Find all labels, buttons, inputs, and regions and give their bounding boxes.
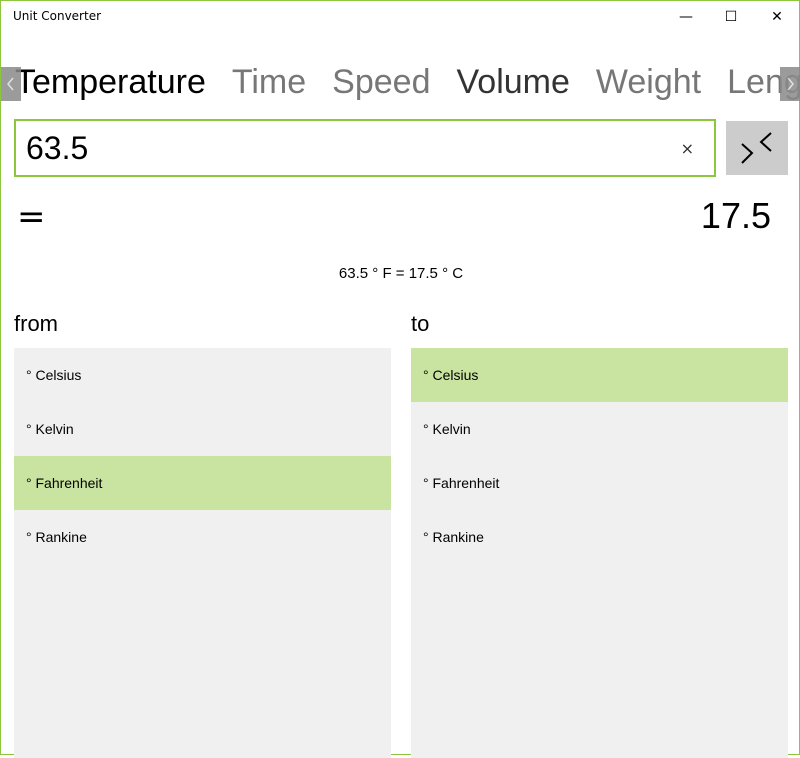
value-input-text[interactable]: 63.5	[26, 129, 89, 166]
result-value: 17.5	[700, 195, 771, 236]
scroll-left-button[interactable]	[1, 67, 21, 101]
swap-icon	[741, 132, 772, 164]
maximize-button[interactable]: ☐	[724, 9, 738, 25]
minimize-button[interactable]: —	[679, 9, 693, 25]
category-tabs: Temperature Time Speed Volume Weight Len…	[15, 63, 800, 102]
swap-units-button[interactable]	[726, 121, 788, 175]
from-item-kelvin[interactable]: ° Kelvin	[26, 421, 74, 437]
tab-volume[interactable]: Volume	[456, 63, 570, 101]
from-label: from	[14, 311, 58, 336]
tab-speed[interactable]: Speed	[332, 63, 431, 101]
scroll-right-button[interactable]	[780, 67, 800, 101]
to-item-celsius[interactable]: ° Celsius	[411, 348, 788, 402]
from-item-rankine[interactable]: ° Rankine	[26, 529, 87, 545]
equals-sign: =	[17, 197, 46, 237]
value-input[interactable]: 63.5 ×	[14, 119, 716, 177]
to-unit-list: ° Celsius ° Kelvin ° Fahrenheit ° Rankin…	[411, 348, 788, 758]
tab-weight[interactable]: Weight	[595, 63, 702, 101]
from-item-celsius[interactable]: ° Celsius	[26, 367, 82, 383]
tab-time[interactable]: Time	[231, 63, 307, 101]
close-button[interactable]: ✕	[771, 9, 783, 25]
chevron-right-icon	[787, 77, 794, 91]
from-unit-list: ° Celsius ° Kelvin ° Fahrenheit ° Rankin…	[14, 348, 391, 758]
conversion-formula: 63.5 ° F = 17.5 ° C	[338, 265, 464, 282]
clear-icon[interactable]: ×	[680, 138, 694, 158]
chevron-left-icon	[7, 77, 14, 91]
tab-temperature[interactable]: Temperature	[15, 63, 206, 101]
to-label: to	[411, 311, 430, 336]
from-item-fahrenheit[interactable]: ° Fahrenheit	[14, 456, 391, 510]
to-item-fahrenheit[interactable]: ° Fahrenheit	[423, 475, 500, 491]
window-title: Unit Converter	[13, 9, 102, 23]
to-item-rankine[interactable]: ° Rankine	[423, 529, 484, 545]
to-item-kelvin[interactable]: ° Kelvin	[423, 421, 471, 437]
